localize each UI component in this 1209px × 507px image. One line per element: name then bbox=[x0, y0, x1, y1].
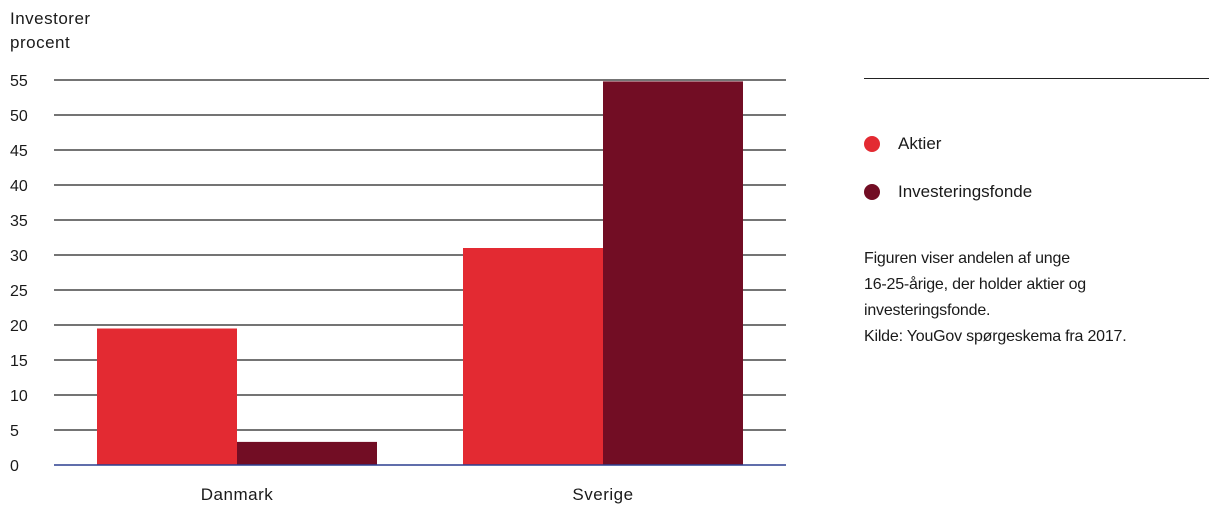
y-tick-label-0: 0 bbox=[10, 458, 19, 475]
note-line-4: Kilde: YouGov spørgeskema fra 2017. bbox=[864, 328, 1127, 345]
bar-sverige-investeringsfonde bbox=[603, 81, 743, 466]
legend-divider bbox=[864, 78, 1209, 79]
legend-item-investeringsfonde: Investeringsfonde bbox=[864, 182, 1032, 202]
y-tick-label-30: 30 bbox=[10, 248, 28, 265]
bar-chart: 0 5 10 15 20 25 30 35 40 45 50 55 Danmark Sverige bbox=[10, 73, 786, 504]
x-category-label-danmark: Danmark bbox=[201, 485, 273, 504]
y-axis-label-line-2: procent bbox=[10, 33, 71, 52]
y-tick-label-10: 10 bbox=[10, 388, 28, 405]
note-line-2: 16-25-årige, der holder aktier og bbox=[864, 276, 1086, 293]
y-tick-label-5: 5 bbox=[10, 423, 19, 440]
y-tick-label-20: 20 bbox=[10, 318, 28, 335]
note-line-3: investeringsfonde. bbox=[864, 302, 991, 319]
note-line-1: Figuren viser andelen af unge bbox=[864, 250, 1070, 267]
legend-dot-investeringsfonde-icon bbox=[864, 184, 880, 200]
y-tick-label-45: 45 bbox=[10, 143, 28, 160]
bar-danmark-investeringsfonde bbox=[237, 441, 377, 465]
y-tick-label-25: 25 bbox=[10, 283, 28, 300]
y-axis-label: Investorer procent bbox=[10, 7, 91, 55]
x-category-label-sverige: Sverige bbox=[572, 485, 633, 504]
y-axis-label-line-1: Investorer bbox=[10, 9, 91, 28]
legend-dot-aktier-icon bbox=[864, 136, 880, 152]
y-tick-label-35: 35 bbox=[10, 213, 28, 230]
y-tick-label-15: 15 bbox=[10, 353, 28, 370]
y-tick-label-40: 40 bbox=[10, 178, 28, 195]
y-tick-label-55: 55 bbox=[10, 73, 28, 90]
bar-sverige-aktier bbox=[463, 248, 603, 465]
y-tick-label-50: 50 bbox=[10, 108, 28, 125]
bar-danmark-aktier bbox=[97, 328, 237, 465]
legend-label-investeringsfonde: Investeringsfonde bbox=[898, 182, 1033, 201]
legend-item-aktier: Aktier bbox=[864, 134, 941, 154]
legend-label-aktier: Aktier bbox=[898, 134, 942, 153]
legend: Aktier Investeringsfonde bbox=[864, 78, 1209, 201]
figure-note: Figuren viser andelen af unge 16-25-årig… bbox=[864, 246, 1209, 350]
